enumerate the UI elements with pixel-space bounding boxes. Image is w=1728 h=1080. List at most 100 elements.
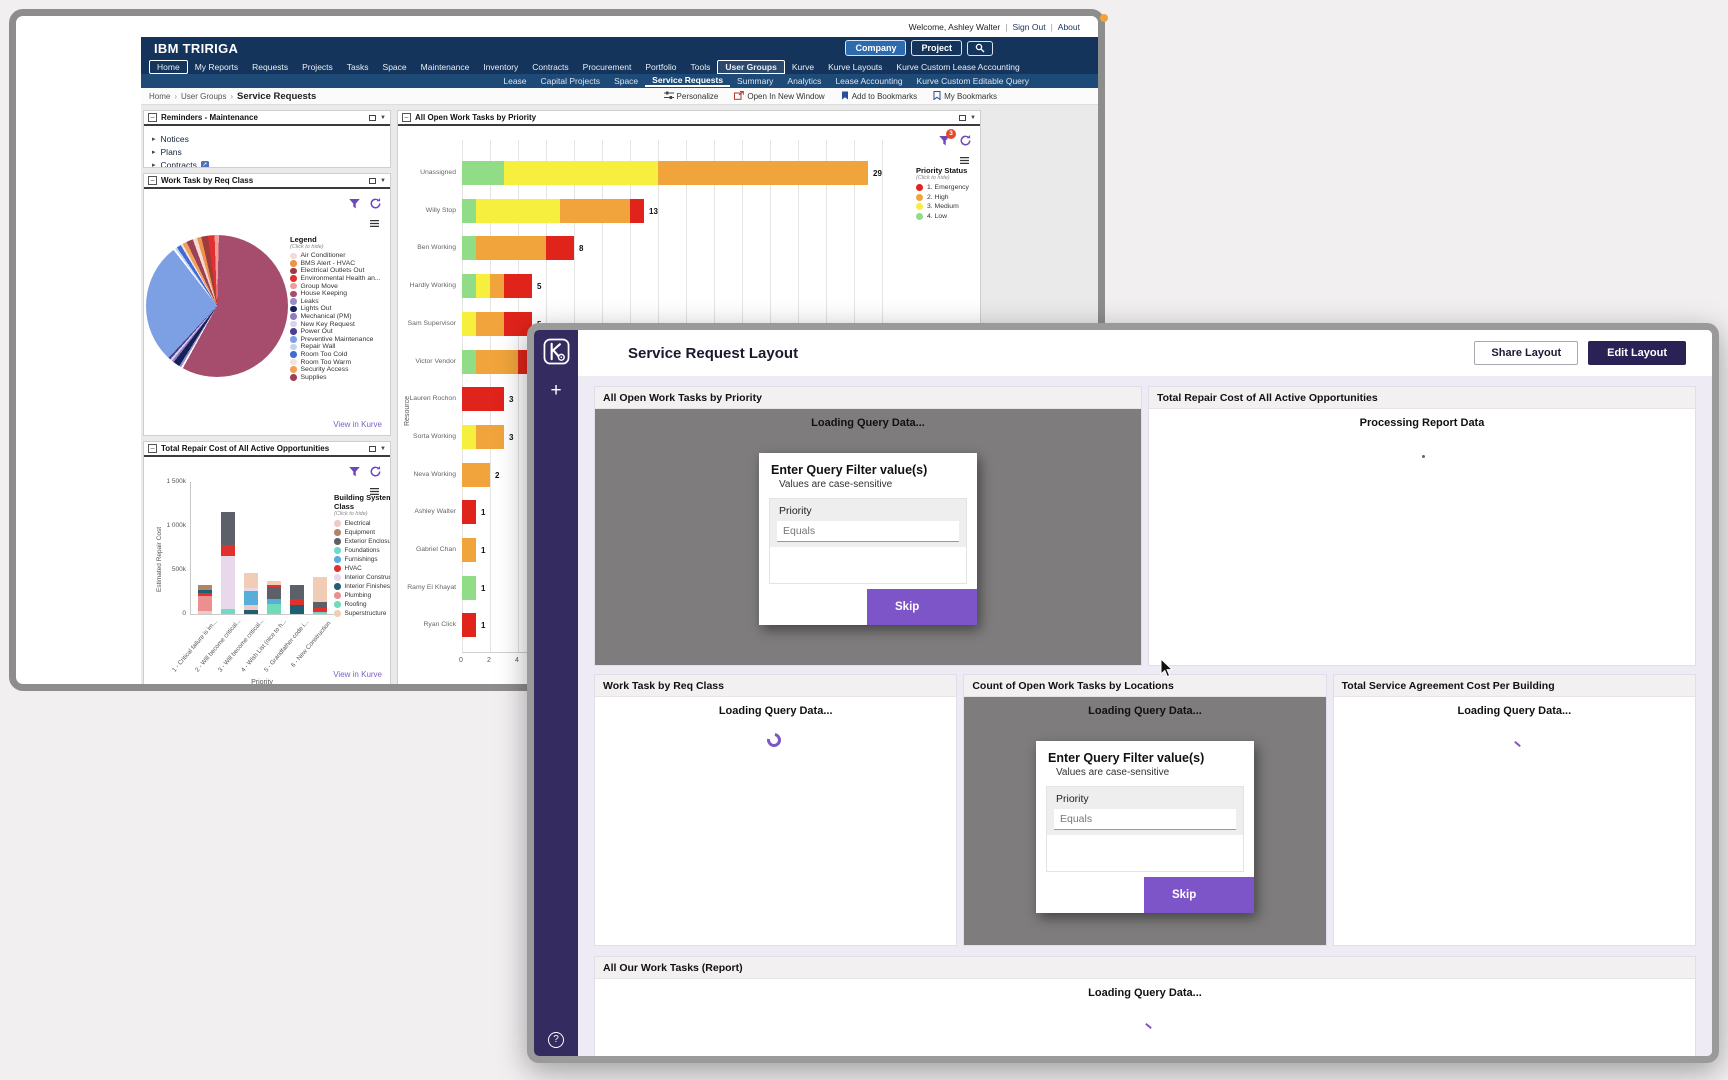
legend-item-repair-wall[interactable]: Repair Wall [290,343,381,351]
chart-menu-icon[interactable] [368,217,381,230]
company-button[interactable]: Company [845,40,907,56]
toolbar-bookmark-add[interactable]: Add to Bookmarks [841,91,917,102]
legend-item-foundations[interactable]: Foundations [334,546,390,555]
equals-input[interactable]: Equals [1053,809,1236,830]
nav-home[interactable]: Home [149,59,188,74]
share-layout-button[interactable]: Share Layout [1474,341,1579,365]
popout-icon[interactable] [369,114,377,121]
subnav-summary[interactable]: Summary [737,76,774,86]
chevron-down-icon[interactable]: ▼ [970,114,976,121]
legend-item-electrical-outlets-out[interactable]: Electrical Outlets Out [290,267,381,275]
refresh-icon[interactable] [369,197,382,210]
legend-item-furnishings[interactable]: Furnishings [334,555,390,564]
add-panel-button[interactable]: + [550,380,562,401]
popout-icon[interactable] [959,114,967,121]
nav-tools[interactable]: Tools [690,61,711,72]
legend-item-mechanical-pm[interactable]: Mechanical (PM) [290,313,381,321]
filter-funnel-icon[interactable]: 3 [938,129,956,147]
subnav-lease[interactable]: Lease [503,76,527,86]
nav-portfolio[interactable]: Portfolio [645,61,677,72]
nav-kurve-custom-lease-accounting[interactable]: Kurve Custom Lease Accounting [896,61,1020,72]
refresh-icon[interactable] [959,134,972,147]
legend-item-environmental-health-an[interactable]: Environmental Health an... [290,275,381,283]
view-in-kurve-link[interactable]: View in Kurve [333,420,382,429]
breadcrumb-item-user-groups[interactable]: User Groups [181,91,227,101]
nav-kurve[interactable]: Kurve [791,61,815,72]
nav-procurement[interactable]: Procurement [582,61,632,72]
filter-funnel-icon[interactable] [348,465,361,478]
legend-item-electrical[interactable]: Electrical [334,519,390,528]
collapse-icon[interactable]: − [148,176,157,185]
legend-item-2-high[interactable]: 2. High [916,193,969,203]
edit-layout-button[interactable]: Edit Layout [1588,341,1686,365]
legend-item-superstructure[interactable]: Superstructure [334,609,390,618]
filter-funnel-icon[interactable] [348,197,361,210]
legend-item-3-medium[interactable]: 3. Medium [916,202,969,212]
reminder-item-notices[interactable]: ▸ Notices [152,134,189,144]
chevron-down-icon[interactable]: ▼ [380,177,386,184]
legend-item-new-key-request[interactable]: New Key Request [290,320,381,328]
legend-item-room-too-warm[interactable]: Room Too Warm [290,358,381,366]
legend-item-air-conditioner[interactable]: Air Conditioner [290,252,381,260]
legend-item-4-low[interactable]: 4. Low [916,212,969,222]
nav-my-reports[interactable]: My Reports [194,61,239,72]
subnav-lease-accounting[interactable]: Lease Accounting [835,76,903,86]
reminder-item-plans[interactable]: ▸ Plans [152,147,182,157]
toolbar-personalize[interactable]: Personalize [663,91,718,102]
about-link[interactable]: About [1057,21,1080,32]
nav-maintenance[interactable]: Maintenance [420,61,470,72]
collapse-icon[interactable]: − [402,113,411,122]
subnav-kurve-custom-editable-query[interactable]: Kurve Custom Editable Query [916,76,1029,86]
nav-projects[interactable]: Projects [302,61,333,72]
legend-item-supplies[interactable]: Supplies [290,374,381,382]
sign-out-link[interactable]: Sign Out [1012,21,1046,32]
legend-item-1-emergency[interactable]: 1. Emergency [916,183,969,193]
legend-item-interior-construction[interactable]: Interior Construction [334,573,390,582]
legend-item-interior-finishes[interactable]: Interior Finishes [334,582,390,591]
legend-item-exterior-enclosure[interactable]: Exterior Enclosure [334,537,390,546]
subnav-service-requests[interactable]: Service Requests [645,75,731,87]
skip-button[interactable]: Skip [867,589,977,625]
project-button[interactable]: Project [911,40,962,56]
nav-kurve-layouts[interactable]: Kurve Layouts [828,61,883,72]
legend-item-security-access[interactable]: Security Access [290,366,381,374]
chevron-down-icon[interactable]: ▼ [380,445,386,452]
chart-menu-icon[interactable] [958,154,971,167]
nav-contracts[interactable]: Contracts [532,61,569,72]
legend-item-equipment[interactable]: Equipment [334,528,390,537]
help-button[interactable]: ? [548,1032,564,1048]
breadcrumb-item-home[interactable]: Home [149,91,171,101]
legend-item-house-keeping[interactable]: House Keeping [290,290,381,298]
toolbar-bookmark[interactable]: My Bookmarks [933,90,997,102]
nav-requests[interactable]: Requests [252,61,289,72]
legend-item-hvac[interactable]: HVAC [334,564,390,573]
popout-icon[interactable] [369,177,377,184]
popout-icon[interactable] [369,445,377,452]
subnav-capital-projects[interactable]: Capital Projects [540,76,601,86]
subnav-space[interactable]: Space [614,76,639,86]
subnav-analytics[interactable]: Analytics [787,76,822,86]
nav-tasks[interactable]: Tasks [346,61,369,72]
nav-user-groups[interactable]: User Groups [717,59,785,74]
refresh-icon[interactable] [369,465,382,478]
equals-input[interactable]: Equals [777,521,959,542]
legend-item-plumbing[interactable]: Plumbing [334,591,390,600]
reminder-item-contracts[interactable]: ▸ Contracts ➚ [152,160,209,168]
legend-item-leaks[interactable]: Leaks [290,298,381,306]
nav-inventory[interactable]: Inventory [483,61,519,72]
skip-button[interactable]: Skip [1143,877,1254,913]
legend-item-roofing[interactable]: Roofing [334,600,390,609]
search-button[interactable] [967,40,993,56]
legend-item-lights-out[interactable]: Lights Out [290,305,381,313]
legend-item-bms-alert-hvac[interactable]: BMS Alert - HVAC [290,260,381,268]
collapse-icon[interactable]: − [148,113,157,122]
legend-item-room-too-cold[interactable]: Room Too Cold [290,351,381,359]
view-in-kurve-link[interactable]: View in Kurve [333,670,382,679]
legend-item-preventive-maintenance[interactable]: Preventive Maintenance [290,336,381,344]
collapse-icon[interactable]: − [148,444,157,453]
chart-menu-icon[interactable] [368,485,381,498]
nav-space[interactable]: Space [382,61,407,72]
legend-item-power-out[interactable]: Power Out [290,328,381,336]
chevron-down-icon[interactable]: ▼ [380,114,386,121]
legend-item-group-move[interactable]: Group Move [290,282,381,290]
